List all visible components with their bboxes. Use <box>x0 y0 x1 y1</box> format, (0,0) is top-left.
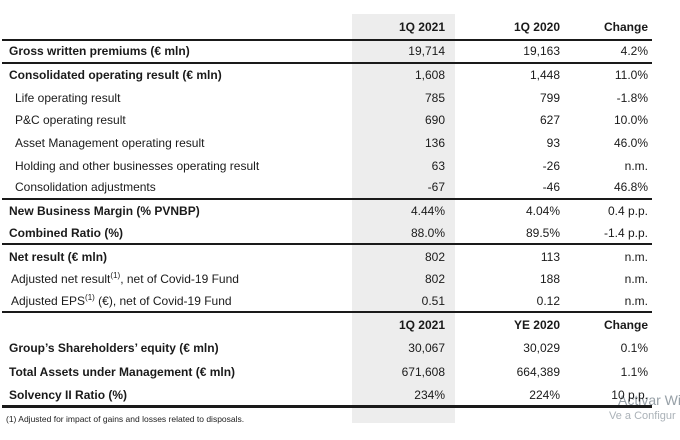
value-1q2021: 802 <box>424 272 445 287</box>
row-consolidation-adjustments: Consolidation adjustments -67 -46 46.8% <box>2 177 652 200</box>
label-text: Adjusted net result <box>11 272 111 287</box>
col-header-change: Change <box>603 19 648 34</box>
footnote-ref: (1) <box>110 271 121 281</box>
table-header-balance-sheet: 1Q 2021 YE 2020 Change <box>2 313 652 336</box>
row-adjusted-net-result: Adjusted net result(1), net of Covid-19 … <box>2 268 652 291</box>
value-change: n.m. <box>624 293 648 308</box>
value-1q2020: 627 <box>539 113 560 128</box>
footnote-ref: (1) <box>85 292 95 302</box>
row-solvency-ii-ratio: Solvency II Ratio (%) 234% 224% 10 p.p. <box>2 384 652 409</box>
col-header-1q2020: 1Q 2020 <box>513 19 560 34</box>
row-label: Holding and other businesses operating r… <box>15 158 260 173</box>
value-1q2020: 0.12 <box>536 293 560 308</box>
value-1q2021: 802 <box>424 249 445 264</box>
value-1q2021: 671,608 <box>401 365 445 380</box>
value-1q2021: 63 <box>431 158 445 173</box>
label-text: , net of Covid-19 Fund <box>120 272 239 287</box>
value-1q2021: 19,714 <box>408 44 445 59</box>
value-change: n.m. <box>624 249 648 264</box>
table-footnote: (1) Adjusted for impact of gains and los… <box>6 414 245 424</box>
value-1q2020: 1,448 <box>529 68 560 83</box>
row-asset-management-operating-result: Asset Management operating result 136 93… <box>2 132 652 155</box>
row-combined-ratio: Combined Ratio (%) 88.0% 89.5% -1.4 p.p. <box>2 223 652 246</box>
row-label: Adjusted net result(1), net of Covid-19 … <box>2 271 351 287</box>
value-1q2021: 136 <box>424 136 445 151</box>
value-change: 0.4 p.p. <box>607 204 648 219</box>
row-pc-operating-result: P&C operating result 690 627 10.0% <box>2 109 652 132</box>
value-1q2020: 799 <box>539 90 560 105</box>
value-1q2020: 188 <box>539 272 560 287</box>
value-1q2021: 88.0% <box>410 225 445 240</box>
windows-activation-watermark-line1: Activar Wi <box>618 392 680 408</box>
value-ye2020: 30,029 <box>523 341 560 356</box>
row-label: Consolidated operating result (€ mln) <box>9 68 222 83</box>
value-1q2021: 690 <box>424 113 445 128</box>
value-1q2021: -67 <box>427 180 445 195</box>
value-change: 46.8% <box>613 180 648 195</box>
col-header-ye2020: YE 2020 <box>513 317 560 332</box>
table-header-quarterly: 1Q 2021 1Q 2020 Change <box>2 14 652 41</box>
row-label: Total Assets under Management (€ mln) <box>9 365 236 380</box>
row-label: Consolidation adjustments <box>15 180 156 195</box>
row-new-business-margin: New Business Margin (% PVNBP) 4.44% 4.04… <box>2 200 652 223</box>
row-label: Solvency II Ratio (%) <box>9 387 128 402</box>
row-label: Gross written premiums (€ mln) <box>9 44 190 59</box>
row-holding-other-businesses: Holding and other businesses operating r… <box>2 154 652 177</box>
value-change: 10.0% <box>613 113 648 128</box>
value-change: n.m. <box>624 158 648 173</box>
value-1q2020: 89.5% <box>525 225 560 240</box>
value-ye2020: 224% <box>529 387 560 402</box>
col-header-change: Change <box>603 317 648 332</box>
row-life-operating-result: Life operating result 785 799 -1.8% <box>2 86 652 109</box>
value-1q2020: 93 <box>546 136 560 151</box>
value-1q2021: 234% <box>414 387 445 402</box>
row-gross-written-premiums: Gross written premiums (€ mln) 19,714 19… <box>2 41 652 64</box>
row-label: Combined Ratio (%) <box>9 225 123 240</box>
value-change: 4.2% <box>620 44 648 59</box>
row-label: Net result (€ mln) <box>9 249 108 264</box>
value-change: 11.0% <box>614 68 648 83</box>
value-1q2020: 19,163 <box>523 44 560 59</box>
value-1q2020: 113 <box>540 249 560 264</box>
windows-activation-watermark-line2: Ve a Configur <box>609 410 676 422</box>
row-adjusted-eps: Adjusted EPS(1) (€), net of Covid-19 Fun… <box>2 291 652 314</box>
row-consolidated-operating-result: Consolidated operating result (€ mln) 1,… <box>2 64 652 87</box>
value-change: 0.1% <box>620 341 648 356</box>
value-change: 46.0% <box>613 136 648 151</box>
label-text: (€), net of Covid-19 Fund <box>94 293 232 308</box>
value-1q2021: 1,608 <box>414 68 445 83</box>
col-header-1q2021: 1Q 2021 <box>398 317 445 332</box>
value-1q2021: 4.44% <box>410 204 445 219</box>
value-change: n.m. <box>624 272 648 287</box>
value-ye2020: 664,389 <box>516 365 560 380</box>
value-1q2020: -26 <box>542 158 560 173</box>
value-1q2021: 0.51 <box>421 293 445 308</box>
row-shareholders-equity: Group’s Shareholders’ equity (€ mln) 30,… <box>2 336 652 360</box>
row-total-assets-under-management: Total Assets under Management (€ mln) 67… <box>2 360 652 384</box>
label-text: Adjusted EPS <box>11 293 86 308</box>
value-change: -1.4 p.p. <box>603 225 648 240</box>
row-label: New Business Margin (% PVNBP) <box>9 204 200 219</box>
row-label: Asset Management operating result <box>15 136 205 151</box>
value-1q2020: -46 <box>542 180 560 195</box>
row-label: P&C operating result <box>15 113 126 128</box>
row-net-result: Net result (€ mln) 802 113 n.m. <box>2 245 652 268</box>
financial-results-table: 1Q 2021 1Q 2020 Change Gross written pre… <box>2 14 652 423</box>
row-label: Life operating result <box>15 90 121 105</box>
col-header-1q2021: 1Q 2021 <box>398 19 445 34</box>
value-change: 1.1% <box>620 365 648 380</box>
row-label: Adjusted EPS(1) (€), net of Covid-19 Fun… <box>2 292 351 308</box>
value-1q2021: 30,067 <box>408 341 445 356</box>
value-1q2021: 785 <box>424 90 445 105</box>
value-change: -1.8% <box>616 90 648 105</box>
value-change: 10 p.p. <box>611 387 648 402</box>
value-1q2020: 4.04% <box>525 204 560 219</box>
current-period-column-highlight <box>352 14 455 423</box>
row-label: Group’s Shareholders’ equity (€ mln) <box>9 341 219 356</box>
